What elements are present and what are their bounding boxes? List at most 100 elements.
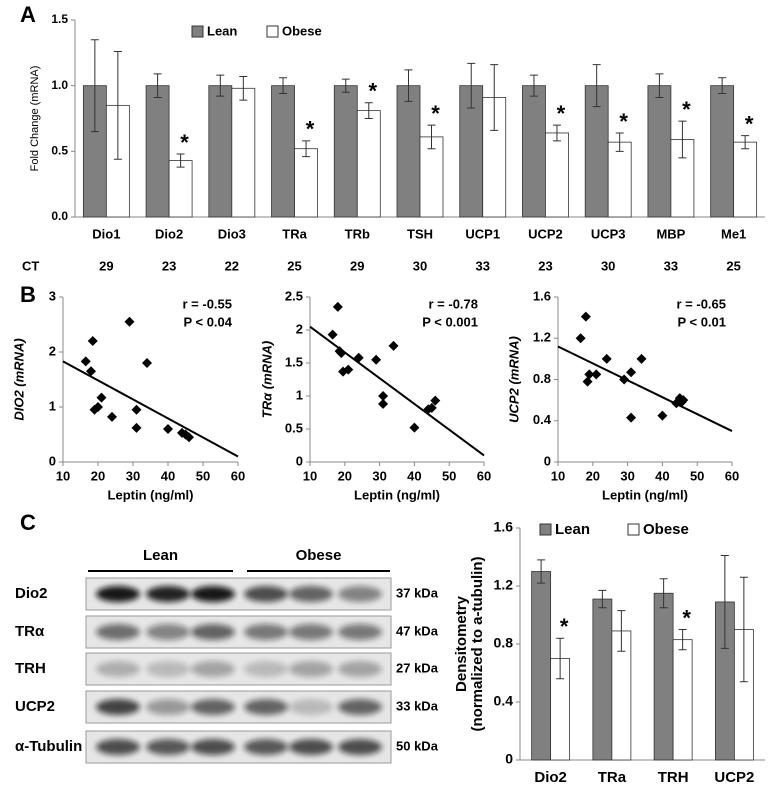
point [86, 366, 96, 377]
point [96, 392, 107, 403]
trend-line [62, 360, 239, 458]
error-bar [678, 629, 687, 651]
significance: * [368, 79, 377, 104]
x-tick-label: 10 [56, 468, 70, 483]
bar [396, 85, 421, 218]
point [430, 395, 441, 406]
point [657, 410, 668, 421]
x-axis-label: Leptin (ng/ml) [602, 487, 688, 502]
error-bar [739, 576, 748, 683]
significance: * [557, 101, 566, 126]
significance: * [560, 614, 569, 639]
annotation: P < 0.01 [677, 314, 726, 329]
blot-band [338, 624, 382, 640]
blot-row-label: Dio2 [15, 585, 48, 602]
panel-label: B [20, 282, 36, 307]
y-tick-label: 3 [49, 288, 56, 303]
x-axis-label: Leptin (ng/ml) [354, 487, 440, 502]
error-bar [404, 69, 413, 102]
y-tick-label: 0 [544, 453, 551, 468]
blot-band [244, 699, 288, 715]
annotation: r = -0.65 [676, 296, 726, 311]
x-tick-label: 30 [620, 468, 634, 483]
y-tick-label: 0.4 [494, 693, 514, 709]
blot-band [96, 624, 140, 640]
error-bar [153, 73, 162, 98]
annotation: P < 0.04 [183, 314, 232, 329]
point [107, 411, 117, 422]
significance: * [306, 117, 315, 142]
error-bar [427, 124, 436, 150]
x-tick-label: 50 [196, 468, 210, 483]
ct-value: 25 [287, 258, 301, 273]
y-tick-label: 1.2 [533, 330, 551, 345]
point [409, 422, 420, 433]
point [378, 398, 389, 409]
point [80, 356, 91, 367]
point [582, 376, 593, 387]
point [332, 301, 343, 312]
blot-row-label: UCP2 [15, 698, 55, 715]
bar [607, 141, 632, 218]
error-bar [467, 62, 476, 109]
blot-size: 47 kDa [396, 623, 439, 638]
y-tick-label: 1 [296, 387, 303, 402]
blot-band [338, 699, 382, 715]
point [371, 354, 382, 365]
blot-band [289, 624, 333, 640]
ct-value: 25 [726, 258, 740, 273]
blot-band [289, 586, 333, 602]
bar [271, 85, 295, 218]
y-tick-label: 0.5 [51, 144, 68, 158]
y-axis-label: Fold Change (mRNA) [29, 66, 41, 172]
x-tick-label: TRb [345, 226, 370, 241]
point [353, 352, 364, 363]
x-tick-label: TSH [407, 226, 433, 241]
bar [208, 85, 233, 218]
x-tick-label: 60 [477, 468, 491, 483]
x-tick-label: TRa [282, 226, 307, 241]
blot-band [96, 586, 140, 602]
blot-row-label: TRα [15, 623, 45, 640]
legend-swatch [627, 523, 640, 536]
blot-band [244, 586, 288, 602]
error-bar [598, 589, 607, 609]
point [591, 369, 602, 380]
significance: * [619, 109, 628, 134]
y-tick-label: 0.8 [494, 635, 514, 651]
y-tick-label: 1.0 [51, 78, 68, 92]
blot-band [96, 739, 140, 755]
y-tick-label: 0.0 [51, 209, 68, 223]
y-tick-label: 0 [49, 453, 56, 468]
legend-swatch [266, 25, 279, 38]
ct-value: 29 [99, 258, 113, 273]
ct-value: 23 [162, 258, 176, 273]
y-tick-label: 1.5 [51, 12, 68, 26]
annotation: r = -0.55 [182, 296, 232, 311]
bar [647, 85, 672, 218]
blot-group: Obese [296, 547, 342, 564]
y-axis-label: Densitometry [453, 595, 470, 692]
x-tick-label: 60 [725, 468, 739, 483]
x-tick-label: UCP3 [591, 226, 626, 241]
blot-size: 50 kDa [396, 738, 439, 753]
blot-band [146, 661, 190, 677]
point [327, 329, 338, 340]
blot-band [191, 739, 235, 755]
x-tick-label: UCP2 [714, 769, 754, 786]
x-tick-label: 10 [551, 468, 565, 483]
x-tick-label: UCP1 [465, 226, 500, 241]
blot-band [191, 586, 235, 602]
blot-band [191, 624, 235, 640]
error-bar [176, 153, 185, 168]
significance: * [682, 97, 691, 122]
blot-band [289, 661, 333, 677]
x-tick-label: 10 [303, 468, 317, 483]
y-tick-label: 1 [49, 398, 56, 413]
bar [356, 110, 381, 218]
point [426, 402, 437, 413]
panel-label: C [20, 510, 36, 535]
ct-value: 23 [538, 258, 552, 273]
point [93, 402, 103, 412]
